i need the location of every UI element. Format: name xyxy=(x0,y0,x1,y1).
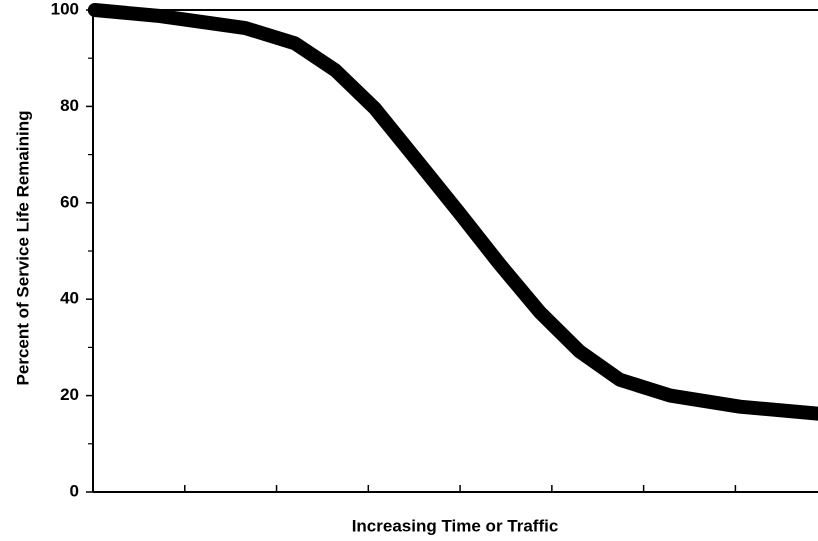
y-tick-label: 100 xyxy=(51,0,79,18)
x-axis-label: Increasing Time or Traffic xyxy=(352,516,559,535)
y-tick-label: 80 xyxy=(60,96,79,115)
y-tick-label: 20 xyxy=(60,385,79,404)
y-tick-label: 0 xyxy=(70,481,79,500)
y-tick-label: 60 xyxy=(60,192,79,211)
y-tick-label: 40 xyxy=(60,289,79,308)
line xyxy=(87,3,818,421)
y-axis-label: Percent of Service Life Remaining xyxy=(13,111,32,386)
